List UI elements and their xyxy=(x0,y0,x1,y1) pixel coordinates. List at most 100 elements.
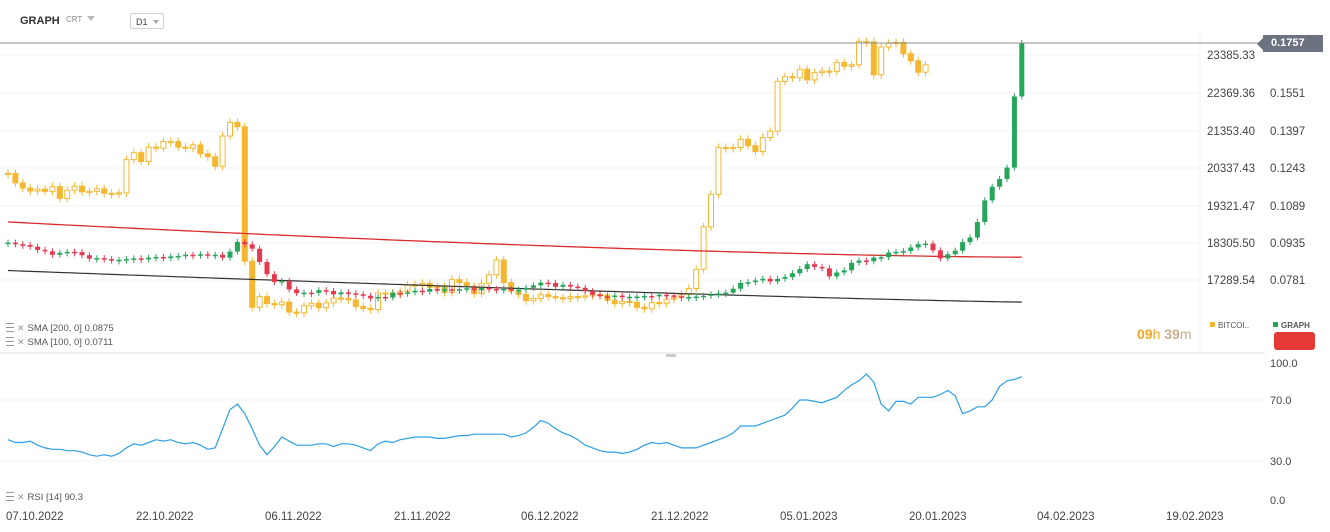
sma-lines xyxy=(7,221,1022,303)
indicator-legend-sma100[interactable]: ✕ SMA [100, 0] 0.0711 xyxy=(6,337,113,348)
bitcoin-candle xyxy=(582,295,589,298)
left-axis-label: 23385.33 xyxy=(1207,50,1255,62)
x-axis-label: 07.10.2022 xyxy=(6,511,64,523)
graph-candle xyxy=(678,296,684,298)
left-axis-label: 22369.36 xyxy=(1207,88,1255,100)
bitcoin-candle xyxy=(700,226,707,270)
graph-candle xyxy=(530,285,536,288)
graph-candle xyxy=(323,290,329,292)
x-axis-label: 22.10.2022 xyxy=(136,511,194,523)
bitcoin-candle xyxy=(915,60,922,73)
bitcoin-candle xyxy=(182,146,189,149)
timeframe-select[interactable]: D1 xyxy=(130,13,164,29)
graph-candle xyxy=(427,288,433,292)
graph-candle xyxy=(49,251,55,255)
graph-candle xyxy=(183,254,189,257)
indicator-legend-sma200[interactable]: ✕ SMA [200, 0] 0.0875 xyxy=(6,323,114,334)
sma200-label: SMA [200, 0] 0.0875 xyxy=(27,323,114,334)
graph-candle xyxy=(493,288,499,291)
graph-candle xyxy=(456,289,462,291)
bitcoin-candle xyxy=(833,62,840,72)
graph-candle xyxy=(301,292,307,295)
graph-candle xyxy=(930,243,936,251)
collapse-handle[interactable] xyxy=(666,354,676,357)
graph-candle xyxy=(168,256,174,259)
bitcoin-candle xyxy=(190,144,196,149)
menu-icon[interactable] xyxy=(6,337,14,346)
rsi-axis-label: 30.0 xyxy=(1270,456,1291,468)
indicator-legend-rsi[interactable]: ✕ RSI [14] 90.3 xyxy=(6,492,83,503)
graph-candle xyxy=(767,278,773,282)
last-price-tag: 0.1757 xyxy=(1257,35,1323,52)
bitcoin-candle xyxy=(782,76,788,82)
graph-candle xyxy=(360,294,366,296)
x-axis-label: 21.12.2022 xyxy=(651,511,709,523)
graph-candle xyxy=(745,282,751,284)
graph-candle xyxy=(841,270,847,273)
graph-candle xyxy=(649,296,655,298)
menu-icon[interactable] xyxy=(6,323,14,332)
sma100-label: SMA [100, 0] 0.0711 xyxy=(27,337,113,348)
bitcoin-candle xyxy=(796,68,803,79)
bitcoin-candle xyxy=(64,189,71,199)
bitcoin-candle xyxy=(49,186,56,192)
graph-candle xyxy=(501,288,507,291)
menu-icon[interactable] xyxy=(6,492,14,501)
bitcoin-candle xyxy=(160,141,167,149)
bitcoin-candle xyxy=(382,292,389,295)
graph-candle xyxy=(664,294,670,297)
graph-candle xyxy=(131,258,137,260)
graph-candle xyxy=(782,277,788,279)
graph-candle xyxy=(752,280,758,283)
graph-candle xyxy=(72,251,78,254)
bitcoin-candle xyxy=(212,156,219,167)
bitcoin-candle xyxy=(79,185,85,193)
graph-candle xyxy=(27,245,33,247)
graph-candle xyxy=(390,292,396,298)
legend-bitcoin[interactable]: BITCOI.. xyxy=(1210,321,1249,330)
graph-candle xyxy=(945,254,951,259)
graph-candle xyxy=(5,242,11,245)
x-axis-label: 20.01.2023 xyxy=(909,511,967,523)
bitcoin-candle xyxy=(722,146,729,150)
x-axis-label: 06.12.2022 xyxy=(521,511,579,523)
graph-candle xyxy=(1011,96,1017,168)
graph-candle xyxy=(345,292,351,294)
graph-candle xyxy=(153,256,159,259)
graph-candle xyxy=(775,278,781,282)
graph-candle xyxy=(641,296,647,298)
close-icon[interactable]: ✕ xyxy=(17,337,25,347)
graph-candle xyxy=(612,295,618,298)
bitcoin-candle xyxy=(804,68,811,81)
bitcoin-candle xyxy=(5,172,11,176)
bitcoin-candle xyxy=(848,64,855,67)
bitcoin-candle xyxy=(545,294,552,298)
bitcoin-candle xyxy=(500,259,507,284)
graph-candle xyxy=(205,254,211,256)
bitcoin-candle xyxy=(175,141,182,148)
sell-button[interactable] xyxy=(1274,332,1315,350)
graph-candle xyxy=(708,294,714,296)
bitcoin-candle xyxy=(167,141,174,144)
graph-candle xyxy=(997,178,1003,187)
graph-candle xyxy=(693,296,699,299)
graph-candle xyxy=(849,262,855,271)
bitcoin-candle xyxy=(626,300,633,304)
graph-candle xyxy=(560,284,566,287)
graph-candle xyxy=(338,292,344,295)
close-icon[interactable]: ✕ xyxy=(17,492,25,502)
bitcoin-candle xyxy=(759,137,766,153)
legend-graph[interactable]: GRAPH xyxy=(1273,321,1310,330)
graph-candle xyxy=(220,254,226,258)
graph-candle xyxy=(619,295,625,298)
graph-candle xyxy=(286,280,292,290)
graph-candle xyxy=(886,252,892,258)
graph-candle xyxy=(538,282,544,286)
graph-candle xyxy=(701,295,707,298)
close-icon[interactable]: ✕ xyxy=(17,323,25,333)
bitcoin-candle xyxy=(71,185,78,191)
bitcoin-candle xyxy=(530,297,537,302)
chart-type-select[interactable]: CRT xyxy=(66,15,96,24)
graph-candle xyxy=(952,250,958,255)
